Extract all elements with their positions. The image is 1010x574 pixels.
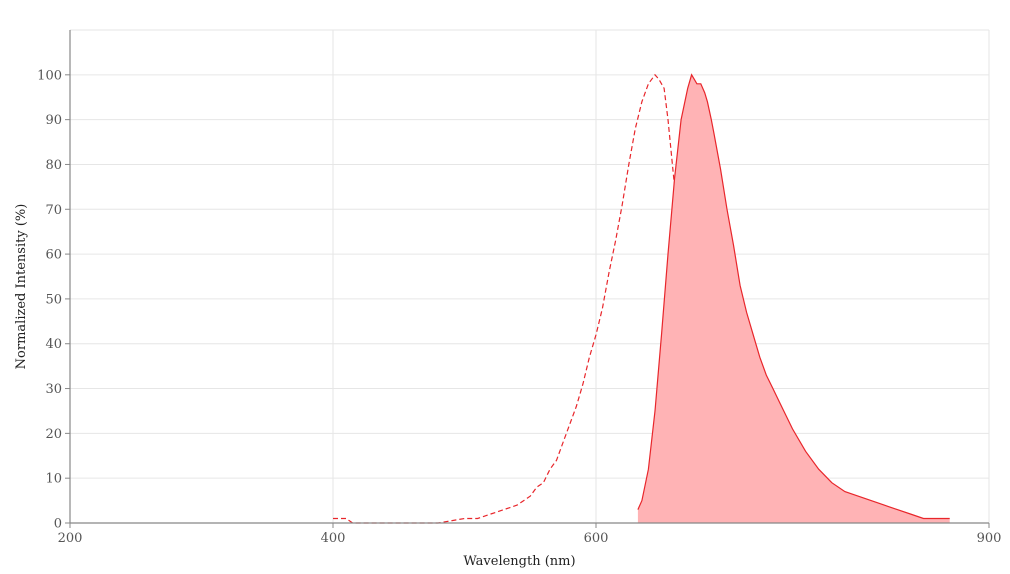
y-tick-label: 90 xyxy=(45,113,62,128)
y-tick-label: 10 xyxy=(45,472,62,487)
y-tick-label: 30 xyxy=(45,382,62,397)
y-tick-label: 60 xyxy=(45,248,62,263)
y-tick-label: 50 xyxy=(45,292,62,307)
y-tick-label: 0 xyxy=(54,517,62,532)
emission-area xyxy=(637,74,950,524)
y-tick-label: 20 xyxy=(45,427,62,442)
x-tick-label: 200 xyxy=(58,531,83,546)
y-tick-label: 80 xyxy=(45,158,62,173)
y-axis-title: Normalized Intensity (%) xyxy=(14,204,29,370)
y-tick-label: 70 xyxy=(45,203,62,218)
axes: 0 10 20 30 40 50 60 70 80 90 100 200 400 600 900 xyxy=(37,30,1001,546)
y-tick-label: 40 xyxy=(45,337,62,352)
emission-line xyxy=(637,73,950,520)
x-tick-label: 900 xyxy=(977,531,1002,546)
plot-area xyxy=(333,73,950,524)
y-tick-label: 100 xyxy=(37,68,62,83)
x-axis-title: Wavelength (nm) xyxy=(463,554,575,569)
x-tick-label: 600 xyxy=(584,531,609,546)
x-tick-label: 400 xyxy=(321,531,346,546)
grid-lines xyxy=(70,29,990,523)
